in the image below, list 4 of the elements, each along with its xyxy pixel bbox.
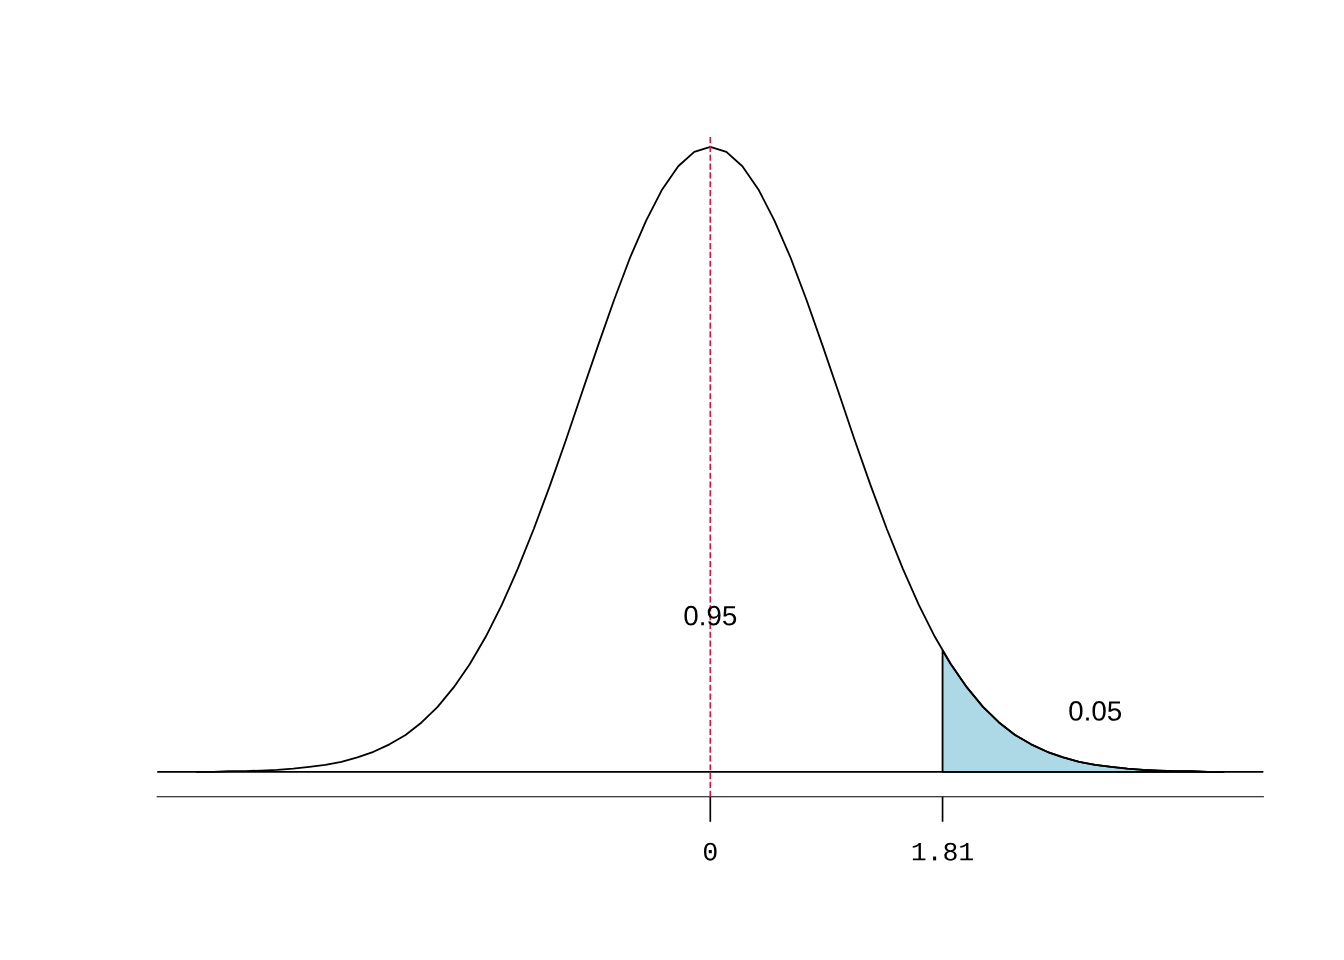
annotation: 0.95: [684, 605, 737, 626]
annotation: 0.05: [1069, 701, 1122, 721]
x-tick-label: 0: [703, 842, 717, 861]
x-tick-label: 1.81: [912, 842, 973, 861]
